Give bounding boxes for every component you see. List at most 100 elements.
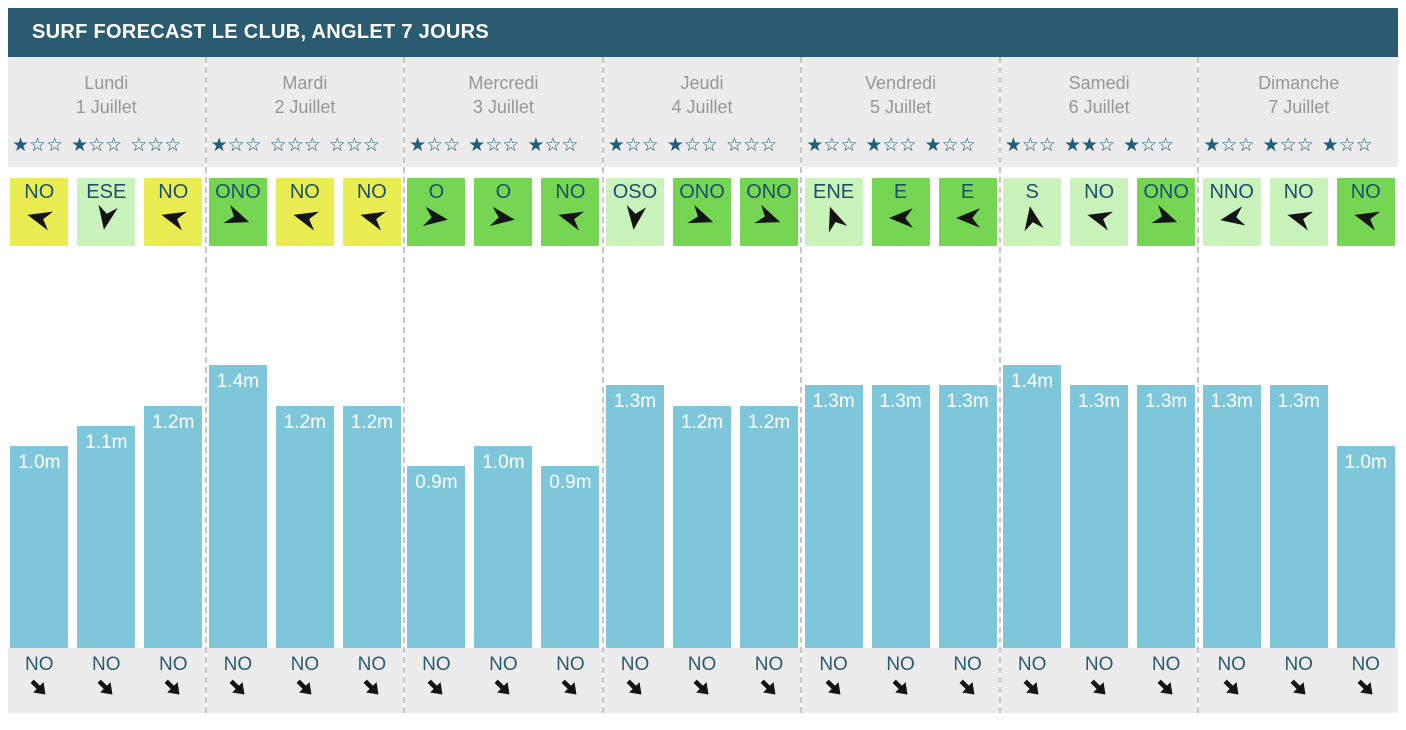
- star-rating: ★☆☆ ★☆☆ ★☆☆: [405, 134, 602, 157]
- wave-height-chart: 1.4m 1.2m 1.2m: [207, 246, 404, 648]
- swell-direction-label: NO: [25, 654, 54, 675]
- swell-direction-arrow-icon: [1088, 677, 1110, 699]
- wave-bar: 1.2m: [342, 406, 401, 648]
- star-rating: ★☆☆ ★☆☆ ★☆☆: [1199, 134, 1398, 157]
- wind-direction-label: NO: [158, 181, 189, 203]
- wind-cell: NO: [1336, 178, 1395, 246]
- wave-bar: 1.3m: [804, 385, 863, 648]
- wind-direction-arrow-icon: [620, 204, 649, 233]
- swell-direction-arrow-icon: [162, 677, 184, 699]
- day-column: Lundi 1 Juillet ★☆☆ ★☆☆ ☆☆☆ NO ESE NO 1.0m 1.…: [8, 57, 207, 713]
- star-group: ★☆☆: [527, 134, 579, 156]
- wave-height-label: 1.1m: [85, 432, 128, 453]
- wind-cell: NO: [1070, 178, 1129, 246]
- swell-slot: NO: [1003, 654, 1061, 713]
- spacer: [8, 167, 205, 178]
- wind-direction-arrow-icon: [489, 203, 518, 232]
- day-column: Samedi 6 Juillet ★☆☆ ★★☆ ★☆☆ S NO ONO 1.4m 1.…: [1000, 57, 1200, 713]
- wind-cell: NO: [541, 178, 600, 246]
- star-group: ★☆☆: [666, 134, 718, 156]
- wave-bar: 1.3m: [605, 385, 664, 648]
- swell-slot: NO: [673, 654, 731, 713]
- wind-direction-arrow-icon: [817, 201, 850, 234]
- wind-direction-arrow-icon: [221, 201, 254, 234]
- wave-bar: 1.2m: [144, 406, 203, 648]
- swell-slot: NO: [939, 654, 997, 713]
- day-date: 6 Juillet: [1068, 96, 1130, 117]
- wind-cell: NO: [342, 178, 401, 246]
- wave-height-label: 1.3m: [946, 391, 989, 412]
- spacer: [1001, 167, 1198, 178]
- swell-direction-label: NO: [556, 654, 585, 675]
- swell-direction-arrow-icon: [758, 677, 780, 699]
- swell-slot: NO: [1070, 654, 1128, 713]
- wave-bar: 1.2m: [672, 406, 731, 648]
- star-rating: ★☆☆ ★★☆ ★☆☆: [1001, 134, 1198, 157]
- swell-direction-arrow-icon: [294, 677, 316, 699]
- wind-direction-arrow-icon: [888, 205, 914, 231]
- wind-direction-label: ONO: [1143, 181, 1189, 203]
- wind-cell: ESE: [77, 178, 136, 246]
- star-group: ★★☆: [1063, 134, 1116, 156]
- wave-height-label: 1.0m: [482, 452, 525, 473]
- wave-height-label: 0.9m: [415, 472, 458, 493]
- swell-direction-label: NO: [1084, 654, 1114, 675]
- swell-slot: NO: [407, 654, 465, 713]
- swell-slot: NO: [144, 654, 202, 713]
- wave-bar: 0.9m: [541, 466, 600, 648]
- swell-direction-label: NO: [223, 654, 253, 675]
- day-header: Vendredi 5 Juillet ★☆☆ ★☆☆ ★☆☆: [802, 57, 999, 167]
- wind-direction-label: ONO: [679, 181, 725, 203]
- swell-slot: NO: [1137, 654, 1195, 713]
- swell-direction-arrow-icon: [425, 677, 447, 699]
- star-group: ★☆☆: [1203, 134, 1255, 156]
- wave-height-label: 1.4m: [1011, 371, 1054, 392]
- wind-direction-arrow-icon: [555, 202, 587, 234]
- day-header: Dimanche 7 Juillet ★☆☆ ★☆☆ ★☆☆: [1199, 57, 1398, 167]
- wind-direction-label: O: [428, 181, 445, 203]
- wind-direction-label: OSO: [612, 181, 658, 203]
- swell-slot: NO: [343, 654, 401, 713]
- wind-direction-label: NO: [24, 181, 55, 203]
- wind-direction-label: ONO: [746, 181, 792, 203]
- wind-cell: E: [871, 178, 930, 246]
- swell-direction-arrow-icon: [1355, 677, 1377, 699]
- day-column: Mercredi 3 Juillet ★☆☆ ★☆☆ ★☆☆ O O NO 0.9m 1.…: [405, 57, 604, 713]
- wave-bar: 1.3m: [938, 385, 997, 648]
- spacer: [802, 167, 999, 178]
- wave-height-label: 0.9m: [549, 472, 592, 493]
- swell-direction-arrow-icon: [95, 677, 117, 699]
- wave-height-label: 1.3m: [1210, 391, 1253, 412]
- day-column: Jeudi 4 Juillet ★☆☆ ★☆☆ ☆☆☆ OSO ONO ONO 1.3m…: [603, 57, 803, 713]
- wind-cell: NO: [10, 178, 69, 246]
- wave-height-label: 1.4m: [216, 371, 259, 392]
- spacer: [207, 167, 404, 178]
- forecast-title: SURF FORECAST LE CLUB, ANGLET 7 JOURS: [32, 21, 490, 43]
- wind-direction-arrow-icon: [422, 203, 451, 232]
- wind-direction-label: O: [495, 181, 512, 203]
- wind-row: NO ESE NO: [8, 178, 205, 246]
- wave-height-label: 1.3m: [613, 391, 657, 412]
- wave-height-chart: 1.4m 1.3m 1.3m: [1001, 246, 1198, 648]
- wind-direction-arrow-icon: [1149, 201, 1182, 234]
- wave-height-label: 1.3m: [1078, 391, 1121, 412]
- wind-direction-arrow-icon: [356, 202, 388, 234]
- spacer: [1199, 167, 1398, 178]
- wind-direction-arrow-icon: [23, 202, 55, 234]
- wind-direction-arrow-icon: [1283, 202, 1315, 234]
- swell-direction-label: NO: [819, 654, 848, 675]
- day-column: Dimanche 7 Juillet ★☆☆ ★☆☆ ★☆☆ NNO NO NO 1.3…: [1199, 57, 1398, 713]
- forecast-header: SURF FORECAST LE CLUB, ANGLET 7 JOURS: [8, 8, 1398, 57]
- swell-row: NO NO NO: [603, 648, 801, 713]
- wind-direction-arrow-icon: [685, 201, 718, 234]
- wave-height-chart: 1.3m 1.3m 1.0m: [1199, 246, 1398, 648]
- star-group: ★☆☆: [806, 134, 858, 156]
- wind-direction-arrow-icon: [289, 202, 321, 234]
- swell-slot: NO: [474, 654, 532, 713]
- day-date: 3 Juillet: [472, 96, 534, 117]
- swell-row: NO NO NO: [1000, 648, 1198, 713]
- swell-slot: NO: [1203, 654, 1261, 713]
- wind-direction-arrow-icon: [1017, 203, 1047, 233]
- swell-direction-arrow-icon: [492, 677, 514, 699]
- forecast-grid: Lundi 1 Juillet ★☆☆ ★☆☆ ☆☆☆ NO ESE NO 1.0m 1.…: [8, 57, 1398, 713]
